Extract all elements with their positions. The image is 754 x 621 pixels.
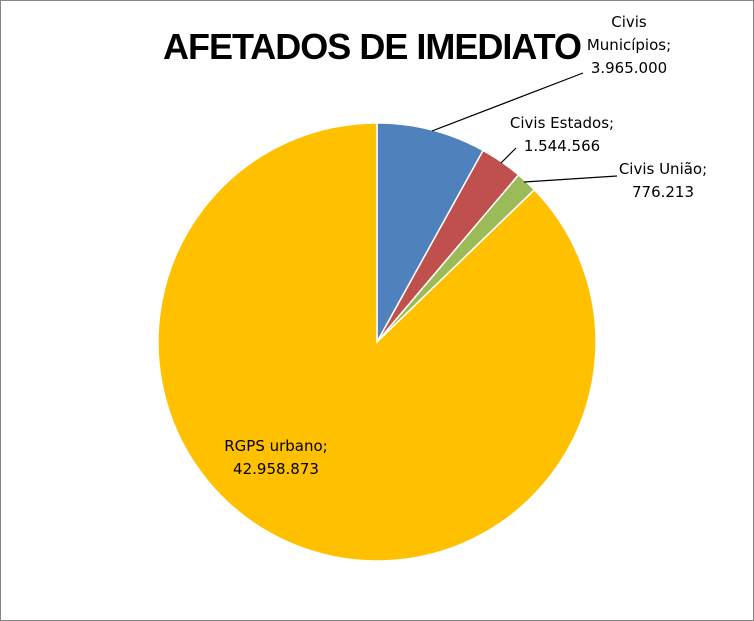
pie-slice-rgps-urbano — [157, 122, 597, 562]
leader-lines — [431, 72, 618, 183]
leader-line — [523, 175, 618, 183]
slice-label: Civis União; 776.213 — [619, 160, 707, 201]
leader-line — [500, 147, 517, 164]
slice-labels: Civis Municípios; 3.965.000 Civis Estados; 1… — [224, 13, 707, 478]
slice-label: Civis Municípios; 3.965.000 — [587, 13, 671, 77]
leader-line — [431, 72, 584, 132]
pie-slices — [157, 122, 597, 562]
slice-label: RGPS urbano; 42.958.873 — [224, 437, 328, 478]
pie-slice-civis-munic-pios — [376, 122, 485, 345]
chart-title: AFETADOS DE IMEDIATO — [163, 26, 581, 67]
slice-label: Civis Estados; 1.544.566 — [510, 114, 614, 155]
